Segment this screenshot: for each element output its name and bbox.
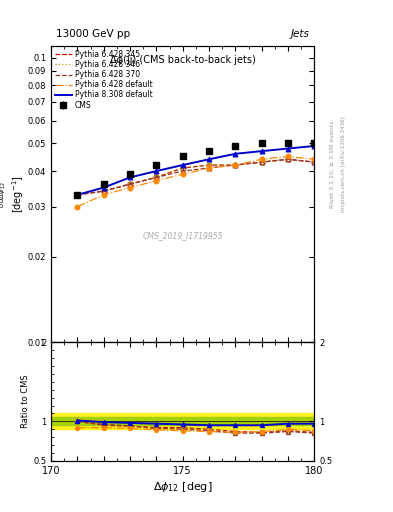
Text: Δϕ(jj) (CMS back-to-back jets): Δϕ(jj) (CMS back-to-back jets) [110,55,255,65]
Text: CMS_2019_I1719955: CMS_2019_I1719955 [143,231,223,240]
Pythia 6.428 345 [312,159,317,165]
Pythia 6.428 345 [207,162,211,168]
Pythia 6.428 345 [154,174,159,180]
Pythia 6.428 default [75,203,80,209]
Pythia 6.428 346 [101,188,106,194]
Pythia 8.308 default [75,191,80,198]
Pythia 8.308 default [312,143,317,149]
Pythia 6.428 370 [286,156,290,162]
Bar [51,413,314,429]
Pythia 6.428 346 [128,181,132,187]
Line: Pythia 6.428 346: Pythia 6.428 346 [77,159,314,195]
Pythia 6.428 default [259,156,264,162]
Pythia 6.428 346 [207,162,211,168]
Pythia 8.308 default [180,162,185,168]
X-axis label: $\Delta\phi_{12}$ [deg]: $\Delta\phi_{12}$ [deg] [153,480,213,494]
Pythia 6.428 346 [286,156,290,162]
Text: Rivet 3.1.10, ≥ 3.1M events: Rivet 3.1.10, ≥ 3.1M events [330,120,334,207]
Pythia 6.428 370 [312,159,317,165]
Pythia 6.428 346 [75,191,80,198]
Pythia 6.428 345 [75,191,80,198]
Pythia 6.428 346 [312,159,317,165]
Y-axis label: Ratio to CMS: Ratio to CMS [21,375,30,429]
Pythia 6.428 370 [101,188,106,194]
Pythia 6.428 345 [101,188,106,194]
Pythia 8.308 default [101,184,106,190]
Pythia 6.428 default [154,178,159,184]
Line: Pythia 6.428 default: Pythia 6.428 default [77,157,314,206]
Text: 13000 GeV pp: 13000 GeV pp [56,29,130,39]
Pythia 6.428 346 [233,162,238,168]
Line: Pythia 8.308 default: Pythia 8.308 default [77,146,314,195]
Pythia 6.428 default [180,171,185,177]
Pythia 8.308 default [259,148,264,154]
Pythia 6.428 370 [207,165,211,171]
Pythia 6.428 default [233,162,238,168]
Pythia 6.428 default [312,156,317,162]
Pythia 8.308 default [233,151,238,157]
Pythia 6.428 370 [180,168,185,174]
Pythia 6.428 default [207,165,211,171]
Text: mcplots.cern.ch [arXiv:1306.3436]: mcplots.cern.ch [arXiv:1306.3436] [342,116,346,211]
Pythia 6.428 default [101,191,106,198]
Text: Jets: Jets [290,29,309,39]
Pythia 6.428 370 [259,159,264,165]
Pythia 6.428 345 [259,159,264,165]
Pythia 6.428 345 [180,165,185,171]
Line: Pythia 6.428 345: Pythia 6.428 345 [77,159,314,195]
Pythia 6.428 345 [286,156,290,162]
Pythia 6.428 370 [128,181,132,187]
Pythia 6.428 345 [233,162,238,168]
Legend: Pythia 6.428 345, Pythia 6.428 346, Pythia 6.428 370, Pythia 6.428 default, Pyth: Pythia 6.428 345, Pythia 6.428 346, Pyth… [53,48,154,111]
Pythia 6.428 default [128,184,132,190]
Pythia 8.308 default [207,156,211,162]
Pythia 6.428 370 [233,162,238,168]
Line: Pythia 6.428 370: Pythia 6.428 370 [77,159,314,195]
Pythia 6.428 default [286,154,290,160]
Y-axis label: $\frac{1}{\bar{\sigma}}\frac{d\sigma}{d\Delta\phi_{12}}$
$[\mathrm{deg}^{-1}]$: $\frac{1}{\bar{\sigma}}\frac{d\sigma}{d\… [0,175,26,213]
Bar [51,417,314,425]
Pythia 8.308 default [154,168,159,174]
Pythia 6.428 345 [128,181,132,187]
Pythia 6.428 346 [180,165,185,171]
Pythia 6.428 370 [75,191,80,198]
Pythia 8.308 default [286,145,290,152]
Pythia 8.308 default [128,174,132,180]
Pythia 6.428 346 [259,159,264,165]
Pythia 6.428 370 [154,174,159,180]
Pythia 6.428 346 [154,174,159,180]
